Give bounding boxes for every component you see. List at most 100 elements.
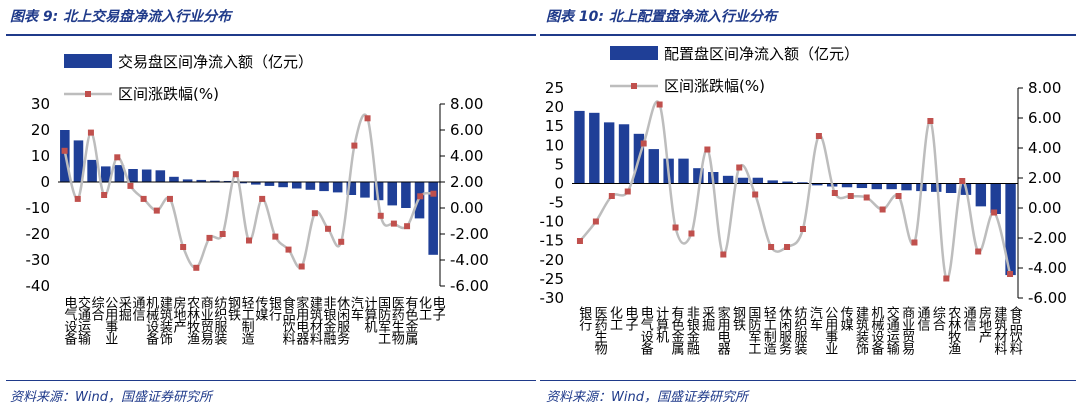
x-tick-label: 采掘: [116, 296, 131, 321]
y-tick-label: 10: [31, 147, 50, 165]
line-point: [975, 248, 982, 255]
x-tick-label: 家用电器: [293, 295, 309, 346]
line-point: [736, 164, 743, 171]
y2-tick-label: -2.00: [450, 225, 489, 243]
line-point: [417, 193, 424, 200]
bar: [87, 159, 97, 182]
x-tick-label: 休闲服务: [776, 306, 792, 355]
x-tick-label: 农林牧渔: [184, 296, 200, 345]
bar: [797, 182, 808, 184]
x-tick-label: 商业贸易: [899, 306, 915, 356]
line-point: [390, 220, 397, 227]
bar: [114, 165, 125, 182]
bar: [901, 183, 912, 191]
figure-title: 图表 9: 北上交易盘净流入行业分布: [10, 9, 232, 25]
x-tick-label: 交通运输: [884, 305, 900, 355]
series-line: [63, 113, 434, 270]
x-tick-label: 休闲服务: [334, 296, 350, 345]
y2-tick-label: 4.00: [1028, 139, 1061, 157]
legend-line-marker: [85, 91, 91, 97]
line-point: [153, 207, 160, 214]
x-tick-label: 电气设备: [61, 296, 77, 346]
x-tick-label: 银行: [576, 306, 592, 332]
bar: [373, 182, 384, 201]
x-tick-label: 国防军工: [375, 296, 391, 344]
bar: [574, 110, 585, 184]
bar: [182, 179, 193, 182]
bar: [319, 182, 329, 192]
y-tick-label: 5: [554, 155, 564, 173]
bar: [767, 180, 778, 184]
bar: [782, 181, 793, 184]
x-tick-label: 食品饮料: [1007, 305, 1023, 355]
line-point: [576, 238, 583, 244]
x-tick-label: 轻工制造: [761, 306, 777, 356]
bar: [196, 179, 207, 182]
x-tick-label: 建筑装饰: [157, 296, 173, 345]
x-tick-label: 通信: [961, 306, 977, 331]
title-rule: [6, 34, 536, 36]
line-point: [166, 195, 173, 202]
bar: [401, 182, 411, 208]
bar: [251, 182, 261, 185]
line-point: [656, 101, 663, 108]
x-tick-label: 电子: [430, 296, 446, 321]
x-tick-label: 有色金属: [402, 296, 418, 346]
title-rule: [540, 34, 1076, 36]
bar: [678, 158, 689, 184]
line-point: [377, 212, 384, 219]
line-point: [991, 209, 998, 216]
y-tick-label: 20: [545, 98, 564, 116]
x-tick-label: 商业贸易: [198, 296, 214, 346]
line-point: [285, 246, 292, 253]
y-tick-label: -30: [540, 289, 565, 307]
y2-tick-label: -6.00: [450, 277, 489, 295]
x-tick-label: 轻工制造: [239, 296, 255, 346]
line-point: [608, 193, 615, 199]
figure-title: 图表 10: 北上配置盘净流入行业分布: [546, 9, 777, 25]
source-rule: [540, 380, 1076, 381]
line-point: [140, 195, 147, 202]
y-tick-label: -20: [26, 225, 51, 243]
line-point: [351, 142, 358, 149]
line-point: [206, 234, 213, 241]
bar: [752, 177, 764, 184]
x-tick-label: 交通运输: [75, 295, 91, 345]
line-point: [911, 239, 918, 246]
bar: [975, 183, 987, 207]
x-tick-label: 传媒: [252, 296, 268, 321]
y-tick-label: 0: [40, 173, 50, 191]
y2-tick-label: 0.00: [450, 199, 483, 217]
y-tick-label: 10: [545, 136, 564, 154]
legend-line-marker: [631, 83, 637, 89]
bar: [428, 182, 438, 255]
x-tick-label: 公用事业: [102, 296, 118, 344]
source-note: 资料来源：Wind，国盛证券研究所: [10, 390, 212, 405]
line-point: [338, 238, 345, 245]
line-point: [688, 230, 695, 237]
x-tick-label: 国防军工: [745, 306, 761, 354]
chart-net-inflow-trading: 30 20 10 0 -10 -20 -30 -40 8.00 6.00 4.00 2.00 0.00 -…: [26, 53, 489, 346]
line-point: [720, 251, 727, 258]
bar: [737, 177, 749, 184]
line-point: [430, 190, 437, 197]
x-tick-label: 化工: [607, 306, 623, 330]
x-tick-label: 房地产: [170, 295, 186, 334]
x-tick-label: 医药生物: [592, 306, 608, 356]
line-point: [799, 226, 806, 232]
line-point: [272, 233, 279, 240]
x-tick-label: 非银金融: [684, 306, 700, 355]
bar: [100, 166, 111, 182]
line-point: [927, 118, 934, 124]
x-tick-label: 钢铁: [730, 306, 746, 331]
line-point: [74, 195, 81, 202]
y2-tick-label: -2.00: [1028, 229, 1067, 247]
y-tick-label: -40: [26, 277, 51, 295]
y2-tick-label: -4.00: [1028, 259, 1067, 277]
line-point: [193, 264, 200, 271]
x-tick-label: 通信: [130, 296, 146, 321]
x-tick-label: 计算机: [361, 296, 377, 334]
line-point: [127, 182, 134, 189]
y2-tick-label: 6.00: [1028, 109, 1061, 127]
